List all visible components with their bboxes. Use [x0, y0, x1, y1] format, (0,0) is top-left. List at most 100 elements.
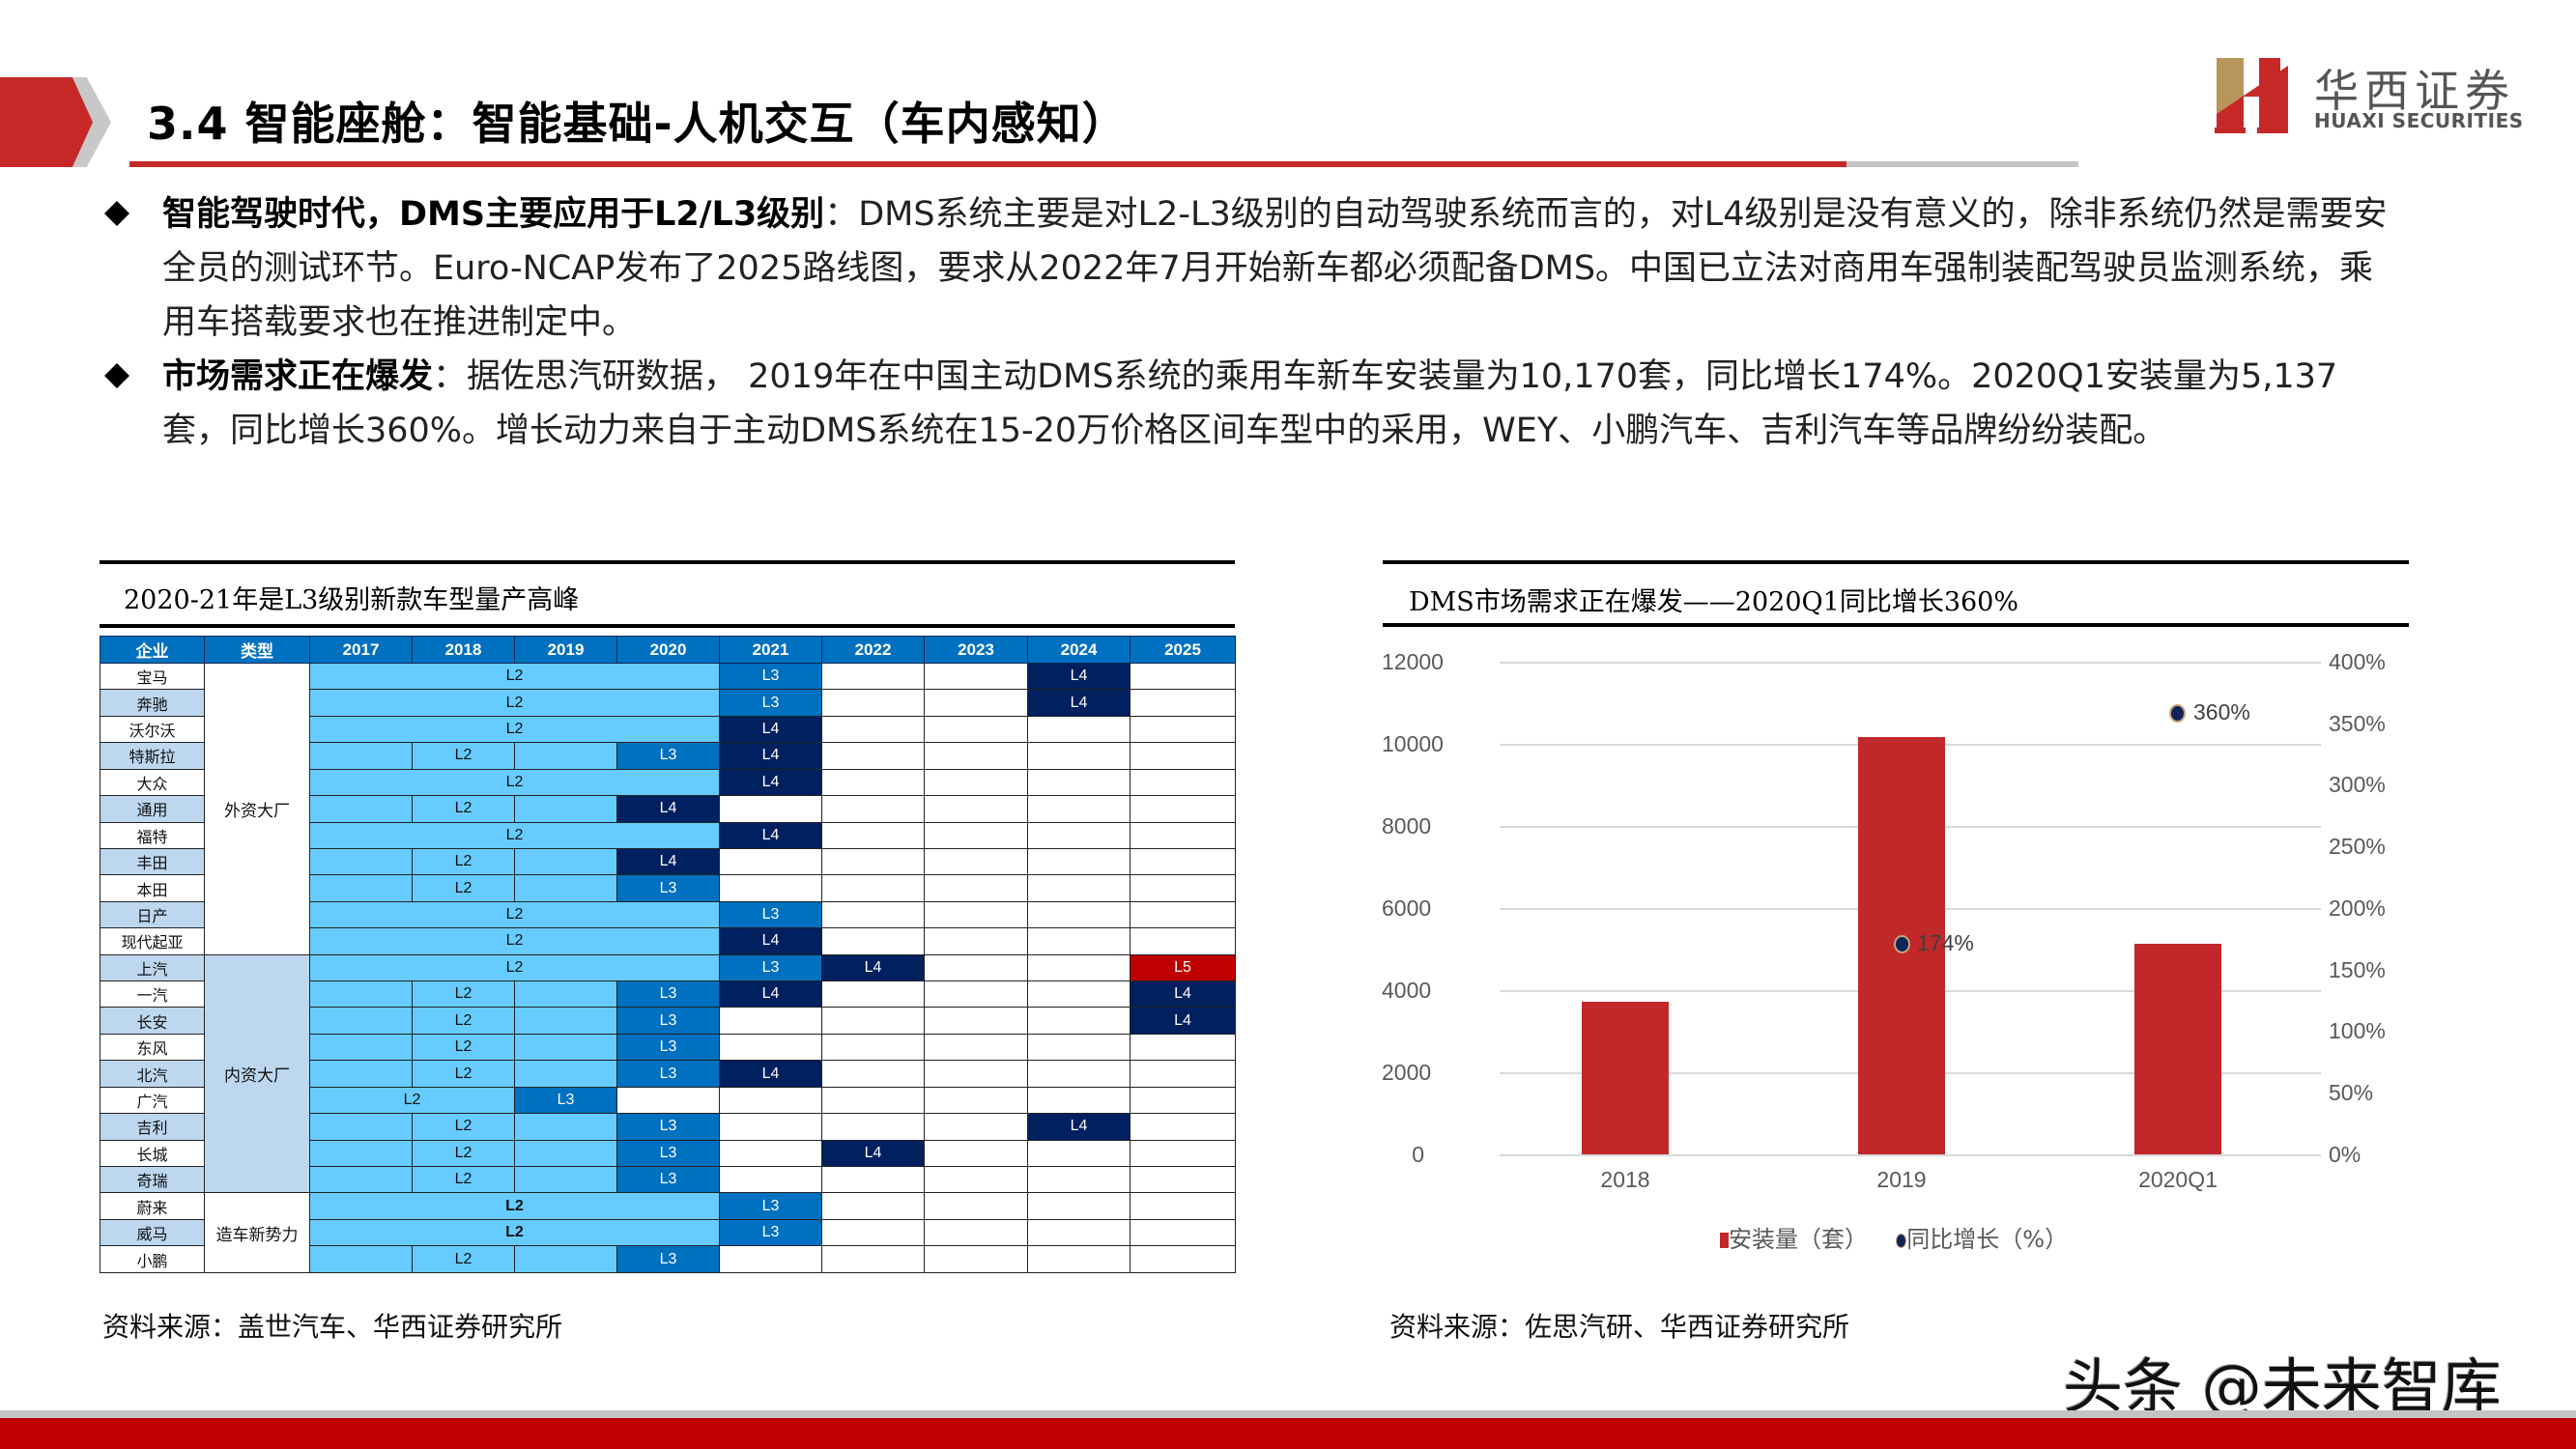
level-cell [1130, 768, 1236, 797]
company-cell: 吉利 [100, 1113, 205, 1141]
diamond-bullet-icon [104, 201, 129, 226]
level-cell: L2 [412, 1007, 515, 1035]
level-cell [514, 742, 617, 770]
level-cell [924, 689, 1028, 717]
level-cell: L2 [309, 953, 720, 982]
table-row: 长安 L2 L3 L4 [100, 1007, 1236, 1035]
level-cell [821, 768, 925, 797]
left-source-note: 资料来源：盖世汽车、华西证券研究所 [102, 1311, 563, 1343]
growth-point-2019 [1894, 935, 1910, 953]
level-cell [1027, 1245, 1131, 1273]
y-left-tick: 6000 [1382, 895, 1432, 921]
table-row: 威马 L2 L3 [100, 1218, 1236, 1247]
level-cell [821, 715, 925, 744]
left-caption-rule-top [100, 560, 1235, 564]
level-cell [1130, 874, 1236, 902]
level-cell: L2 [309, 1192, 720, 1220]
diamond-bullet-icon [104, 363, 129, 388]
page-title: 3.4 智能座舱：智能基础-人机交互（车内感知） [147, 98, 1128, 150]
level-cell [1027, 1033, 1131, 1062]
level-cell [719, 1166, 822, 1194]
level-cell [309, 1166, 413, 1194]
level-cell: L3 [719, 662, 822, 691]
bullet-item: 智能驾驶时代，DMS主要应用于L2/L3级别：DMS系统主要是对L2-L3级别的… [104, 187, 2404, 350]
table-row: 福特 L2 L4 [100, 821, 1236, 849]
level-cell [309, 1113, 413, 1141]
level-cell: L3 [616, 1033, 720, 1062]
dms-install-chart: 12000 10000 8000 6000 4000 2000 0 400% 3… [1382, 618, 2425, 1275]
level-cell [924, 715, 1028, 744]
level-cell: L3 [616, 1245, 720, 1273]
col-header-2017: 2017 [309, 636, 413, 664]
level-cell [1027, 768, 1131, 797]
level-cell: L3 [719, 900, 822, 929]
level-cell [1027, 847, 1131, 876]
level-cell [309, 795, 413, 823]
level-cell [1130, 900, 1236, 929]
level-cell: L3 [616, 1060, 720, 1088]
level-cell [924, 821, 1028, 849]
level-cell [1130, 927, 1236, 955]
level-cell [1130, 847, 1236, 876]
level-cell [821, 874, 925, 902]
level-cell [309, 980, 413, 1009]
bar-2020q1 [2134, 944, 2221, 1154]
level-cell: L4 [719, 821, 822, 849]
level-cell: L3 [616, 742, 720, 770]
level-cell: L4 [719, 927, 822, 955]
level-cell [924, 1192, 1028, 1220]
level-cell [924, 980, 1028, 1009]
level-cell: L4 [719, 1060, 822, 1088]
level-cell [1027, 742, 1131, 770]
type-cell-new-forces: 造车新势力 [204, 1192, 310, 1273]
level-cell [1130, 1218, 1236, 1247]
level-cell [719, 795, 822, 823]
level-cell: L4 [1027, 689, 1131, 717]
level-cell [1027, 1007, 1131, 1035]
company-cell: 上汽 [100, 953, 205, 982]
level-cell [821, 1192, 925, 1220]
level-cell [1130, 1113, 1236, 1141]
level-cell [309, 1007, 413, 1035]
table-row: 东风 L2 L3 [100, 1033, 1236, 1062]
table-row: 长城 L2 L3 L4 [100, 1139, 1236, 1168]
table-row: 现代起亚 L2 L4 [100, 927, 1236, 955]
level-cell [1130, 1192, 1236, 1220]
table-row: 日产 L2 L3 [100, 900, 1236, 929]
company-cell: 北汽 [100, 1060, 205, 1088]
level-cell [924, 1086, 1028, 1115]
level-cell [821, 1007, 925, 1035]
y-right-tick: 400% [2329, 649, 2386, 674]
level-cell [1130, 1245, 1236, 1273]
level-cell [924, 847, 1028, 876]
level-cell: L5 [1130, 953, 1236, 982]
y-right-tick: 250% [2329, 834, 2386, 859]
table-row: 蔚来 造车新势力 L2 L3 [100, 1192, 1236, 1273]
level-cell: L2 [309, 900, 720, 929]
legend-label-install: 安装量（套） [1729, 1226, 1868, 1253]
company-cell: 大众 [100, 768, 205, 797]
level-cell: L2 [309, 662, 720, 691]
level-cell [924, 1139, 1028, 1168]
level-cell [821, 927, 925, 955]
level-cell [924, 768, 1028, 797]
level-cell [1027, 1086, 1131, 1115]
level-cell [719, 874, 822, 902]
col-header-2019: 2019 [514, 636, 617, 664]
x-label: 2019 [1876, 1167, 1927, 1192]
bullet-heading: 智能驾驶时代，DMS主要应用于L2/L3级别 [162, 195, 825, 234]
level-cell [1027, 1139, 1131, 1168]
level-cell: L4 [616, 795, 720, 823]
right-source-note: 资料来源：佐思汽研、华西证券研究所 [1389, 1311, 1850, 1343]
y-right-tick: 300% [2329, 772, 2386, 797]
level-cell [309, 874, 413, 902]
level-cell [514, 1113, 617, 1141]
level-cell: L4 [1027, 662, 1131, 691]
huaxi-logo: 华西证券 HUAXI SECURITIES [2215, 56, 2533, 137]
level-cell: L2 [412, 1245, 515, 1273]
level-cell [1027, 795, 1131, 823]
level-cell [821, 1086, 925, 1115]
company-cell: 现代起亚 [100, 927, 205, 955]
level-cell [1027, 1218, 1131, 1247]
level-cell: L2 [309, 715, 720, 744]
